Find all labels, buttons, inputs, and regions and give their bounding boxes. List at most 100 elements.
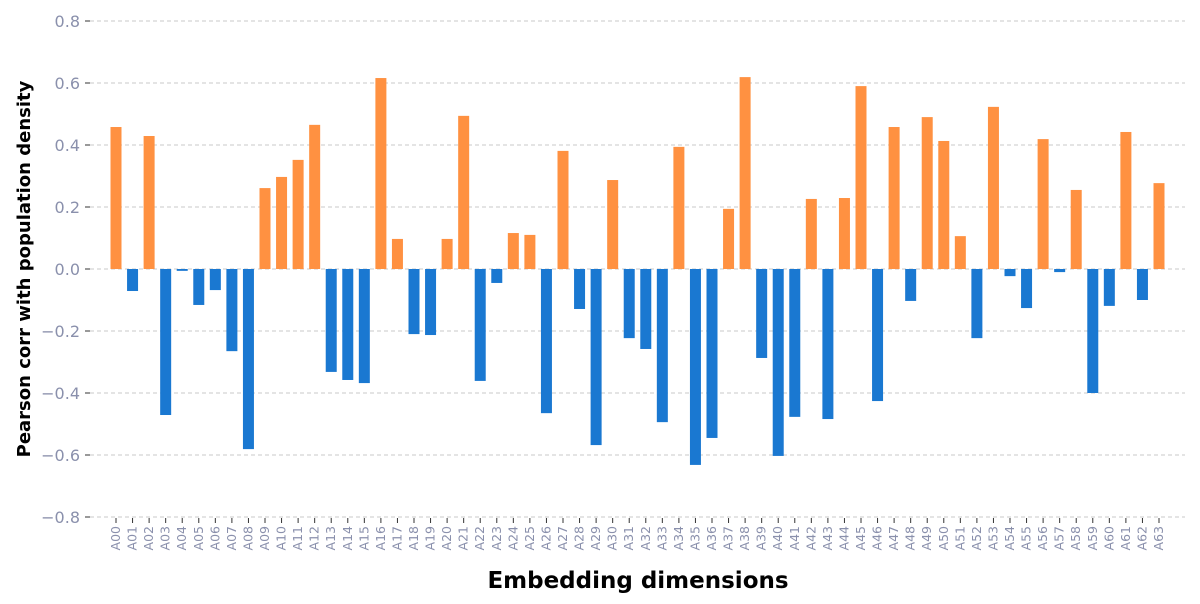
- bar-A03: [160, 269, 172, 416]
- x-tick-label: A63: [1151, 526, 1166, 550]
- x-tick-label: A09: [257, 526, 272, 551]
- x-tick-label: A56: [1035, 526, 1050, 551]
- bar-A49: [921, 117, 933, 269]
- x-tick-label: A57: [1052, 526, 1067, 550]
- x-tick-label: A43: [820, 526, 835, 550]
- bar-A40: [772, 269, 784, 456]
- x-tick-label: A19: [423, 526, 438, 551]
- x-tick-label: A54: [1002, 526, 1017, 551]
- bar-A42: [805, 198, 817, 269]
- x-tick-label: A39: [754, 526, 769, 551]
- x-tick-label: A46: [870, 526, 885, 551]
- x-tick-label: A51: [952, 526, 967, 550]
- bar-A17: [391, 238, 403, 269]
- bar-A50: [938, 140, 950, 269]
- x-tick-label: A24: [505, 526, 520, 551]
- bar-A34: [673, 146, 685, 269]
- bar-A33: [656, 269, 668, 423]
- x-tick-label: A42: [803, 526, 818, 550]
- x-tick-label: A47: [886, 526, 901, 550]
- bar-A62: [1136, 269, 1148, 300]
- y-tick-label: 0.2: [55, 198, 80, 217]
- bar-A11: [292, 159, 304, 269]
- y-tick-label: 0.6: [55, 74, 80, 93]
- x-tick-label: A34: [671, 526, 686, 551]
- bar-A31: [623, 269, 635, 339]
- x-tick-label: A26: [538, 526, 553, 551]
- bars: [110, 77, 1165, 465]
- bar-A00: [110, 127, 122, 270]
- x-tick-label: A22: [472, 526, 487, 550]
- x-tick-label: A31: [621, 526, 636, 550]
- bar-A06: [209, 269, 221, 291]
- bar-A59: [1087, 269, 1099, 393]
- x-tick-label: A53: [985, 526, 1000, 550]
- x-tick-label: A52: [969, 526, 984, 550]
- bar-A54: [1004, 269, 1016, 277]
- bar-A22: [474, 269, 486, 381]
- x-tick-label: A62: [1134, 526, 1149, 550]
- y-tick-label: −0.4: [41, 384, 80, 403]
- bar-A47: [888, 127, 900, 270]
- bar-A43: [822, 269, 834, 420]
- x-tick-label: A50: [936, 526, 951, 551]
- bar-A20: [441, 238, 453, 269]
- x-tick-label: A21: [456, 526, 471, 550]
- x-tick-label: A60: [1101, 526, 1116, 551]
- x-tick-label: A16: [373, 526, 388, 551]
- x-tick-label: A25: [522, 526, 537, 550]
- bar-A48: [905, 269, 917, 301]
- bar-A24: [507, 233, 519, 269]
- y-tick-label: −0.2: [41, 322, 80, 341]
- bar-A30: [607, 180, 619, 269]
- bar-A26: [540, 269, 552, 414]
- x-tick-label: A40: [770, 526, 785, 551]
- x-tick-label: A14: [340, 526, 355, 551]
- y-axis-ticks: 0.8 0.6 0.4 0.2 0.0 −0.2 −0.4 −0.6 −0.8: [41, 12, 90, 527]
- bar-A41: [789, 269, 801, 417]
- bar-A58: [1070, 189, 1082, 269]
- bar-A02: [143, 136, 155, 269]
- x-tick-label: A55: [1019, 526, 1034, 550]
- x-tick-label: A36: [704, 526, 719, 551]
- bar-A57: [1054, 269, 1066, 273]
- bar-A13: [325, 269, 337, 372]
- y-tick-label: 0.4: [55, 136, 80, 155]
- x-tick-label: A38: [737, 526, 752, 551]
- x-tick-label: A02: [141, 526, 156, 550]
- bar-A27: [557, 150, 569, 269]
- bar-A39: [756, 269, 768, 358]
- x-tick-label: A44: [836, 526, 851, 551]
- bar-A09: [259, 188, 271, 269]
- bar-A53: [987, 106, 999, 270]
- x-tick-label: A27: [555, 526, 570, 550]
- x-tick-label: A11: [290, 526, 305, 550]
- bar-A14: [342, 269, 354, 380]
- y-tick-label: −0.6: [41, 446, 80, 465]
- x-tick-label: A45: [853, 526, 868, 550]
- x-tick-label: A13: [323, 526, 338, 550]
- bar-A12: [309, 124, 321, 269]
- bar-A07: [226, 269, 238, 352]
- bar-A61: [1120, 131, 1132, 269]
- bar-A10: [276, 176, 288, 269]
- x-tick-label: A37: [721, 526, 736, 550]
- bar-A35: [689, 269, 701, 465]
- y-tick-label: 0.0: [55, 260, 80, 279]
- x-tick-label: A61: [1118, 526, 1133, 550]
- x-axis-ticks: A00 A01 A02 A03 A04 A05 A06 A07 A08 A09 A10 A11 A12 A…: [108, 518, 1166, 550]
- x-axis-label: Embedding dimensions: [487, 568, 788, 594]
- x-tick-label: A12: [307, 526, 322, 550]
- bar-A29: [590, 269, 602, 446]
- bar-A52: [971, 269, 983, 339]
- bar-A23: [491, 269, 503, 283]
- bar-A05: [193, 269, 205, 305]
- bar-A36: [706, 269, 718, 438]
- x-tick-label: A20: [439, 526, 454, 551]
- bar-A04: [176, 269, 188, 271]
- x-tick-label: A05: [191, 526, 206, 550]
- x-tick-label: A10: [274, 526, 289, 551]
- y-tick-label: 0.8: [55, 12, 80, 31]
- bar-A44: [838, 198, 850, 269]
